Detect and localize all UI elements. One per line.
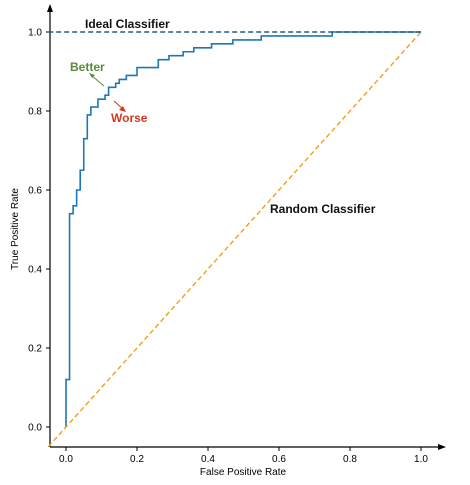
x-axis-arrow (438, 444, 446, 450)
x-ticks: 0.0 0.2 0.4 0.6 0.8 1.0 (59, 447, 428, 465)
x-tick-label: 0.6 (272, 454, 286, 465)
x-tick-label: 0.4 (201, 454, 215, 465)
axes (47, 4, 446, 450)
y-axis-arrow (47, 4, 53, 12)
x-tick-label: 0.0 (59, 454, 73, 465)
y-tick-label: 0.6 (28, 186, 42, 197)
x-tick-label: 1.0 (414, 454, 428, 465)
y-ticks: 0.0 0.2 0.4 0.6 0.8 1.0 (28, 28, 50, 434)
y-tick-label: 0.8 (28, 107, 42, 118)
x-tick-label: 0.2 (130, 454, 144, 465)
x-axis-label: False Positive Rate (200, 467, 287, 478)
worse-label: Worse (111, 111, 148, 125)
plot-area: 0.0 0.2 0.4 0.6 0.8 1.0 0.0 0.2 0.4 0.6 0.8 1.0 Id… (10, 4, 446, 478)
x-tick-label: 0.8 (343, 454, 357, 465)
y-tick-label: 0.0 (28, 423, 42, 434)
ideal-classifier-label: Ideal Classifier (85, 17, 170, 31)
random-classifier-line (47, 31, 422, 448)
y-tick-label: 0.4 (28, 265, 42, 276)
random-classifier-label: Random Classifier (270, 202, 376, 216)
better-label: Better (70, 60, 105, 74)
worse-arrow (113, 100, 126, 112)
roc-curve-line (65, 31, 421, 427)
y-tick-label: 0.2 (28, 344, 42, 355)
better-arrow (89, 73, 105, 87)
series-layer (47, 31, 422, 448)
y-tick-label: 1.0 (28, 28, 42, 39)
y-axis-label: True Positive Rate (10, 188, 21, 270)
